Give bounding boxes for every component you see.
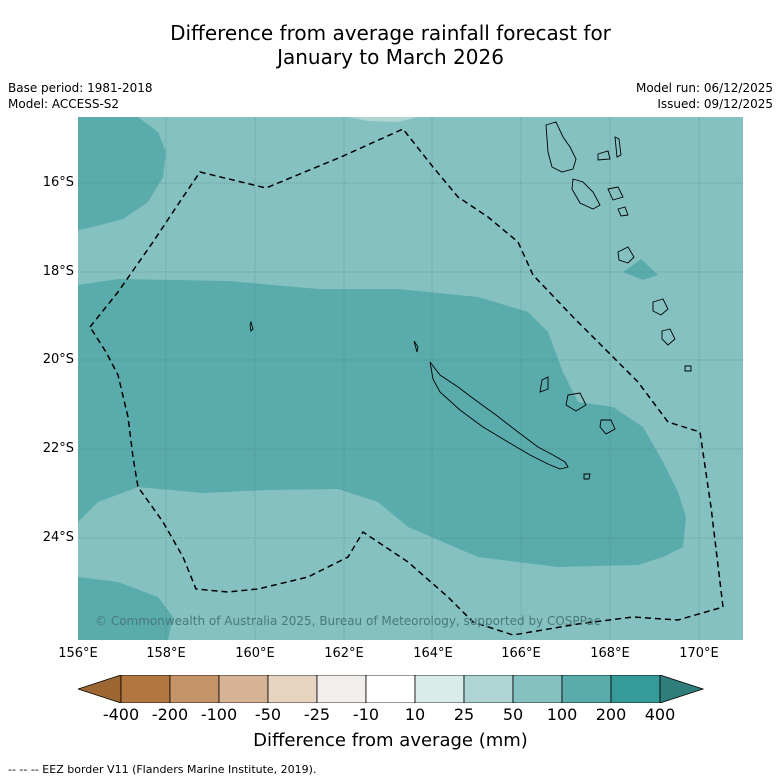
colorbar-segment — [169, 675, 220, 703]
eez-footnote: -- -- -- EEZ border V11 (Flanders Marine… — [8, 763, 317, 776]
eez-border — [89, 128, 724, 636]
copyright-notice: © Commonwealth of Australia 2025, Bureau… — [95, 614, 601, 628]
model-run: Model run: 06/12/2025 — [635, 81, 773, 95]
wet-region-southwest — [78, 577, 173, 640]
colorbar-segment — [267, 675, 318, 703]
efate — [617, 246, 635, 264]
model-name: Model: ACCESS-S2 — [8, 97, 120, 111]
mare-island — [599, 419, 616, 435]
lon-label-156: 156°E — [58, 646, 98, 661]
lat-label-22s: 22°S — [42, 441, 74, 456]
colorbar-label: 400 — [644, 705, 676, 724]
lon-label-164: 164°E — [413, 646, 453, 661]
colorbar-segment — [463, 675, 514, 703]
colorbar-extend-low — [78, 675, 122, 703]
lat-label-20s: 20°S — [42, 352, 74, 367]
lon-label-166: 166°E — [501, 646, 541, 661]
colorbar-segment — [414, 675, 465, 703]
colorbar-segment — [316, 675, 367, 703]
pentecost — [614, 136, 622, 158]
aneityum — [684, 365, 692, 372]
colorbar-segment — [610, 675, 661, 703]
ambrym — [607, 186, 624, 201]
colorbar-label: -400 — [102, 705, 140, 724]
malekula — [571, 178, 601, 210]
chesterfield-reef — [249, 320, 254, 332]
belep-islands — [413, 340, 419, 353]
colorbar-segment — [218, 675, 269, 703]
erromango — [652, 298, 669, 316]
colorbar-label: -100 — [200, 705, 238, 724]
lifou-island — [565, 392, 587, 412]
title-line-1: Difference from average rainfall forecas… — [170, 21, 611, 45]
colorbar-label: 100 — [546, 705, 578, 724]
colorbar-label: -50 — [254, 705, 282, 724]
colorbar-title: Difference from average (mm) — [253, 730, 528, 751]
colorbar-label: -200 — [151, 705, 189, 724]
colorbar-segment — [120, 675, 171, 703]
colorbar-label: -10 — [352, 705, 380, 724]
base-period: Base period: 1981-2018 — [8, 81, 153, 95]
lat-label-18s: 18°S — [42, 264, 74, 279]
ouvea-island — [539, 376, 549, 393]
rainfall-map — [78, 117, 743, 640]
colorbar-label: -25 — [303, 705, 331, 724]
graticule — [78, 117, 743, 640]
lon-label-158: 158°E — [146, 646, 186, 661]
colorbar-segment — [561, 675, 612, 703]
colorbar-extend-high — [659, 675, 705, 703]
colorbar-label: 50 — [502, 705, 524, 724]
ambae — [597, 150, 611, 161]
espiritu-santo — [545, 121, 577, 173]
title-line-2: January to March 2026 — [277, 45, 504, 69]
lon-label-170: 170°E — [679, 646, 719, 661]
colorbar-label: 200 — [595, 705, 627, 724]
wet-region-vanuatu — [623, 259, 658, 280]
colorbar-segment — [512, 675, 563, 703]
lon-label-162: 162°E — [324, 646, 364, 661]
isle-of-pines — [583, 473, 591, 480]
tanna — [661, 328, 676, 346]
colorbar-label: 10 — [404, 705, 426, 724]
lon-label-160: 160°E — [235, 646, 275, 661]
colorbar-segment — [365, 675, 416, 703]
lat-label-24s: 24°S — [42, 530, 74, 545]
new-caledonia-mainland — [429, 361, 569, 470]
lon-label-168: 168°E — [590, 646, 630, 661]
drier-patch-north — [348, 117, 418, 122]
colorbar-label: 25 — [453, 705, 475, 724]
colorbar — [78, 675, 705, 703]
wet-region-central — [78, 279, 686, 567]
lat-label-16s: 16°S — [42, 175, 74, 190]
epi — [617, 206, 629, 217]
wet-region-northwest — [78, 117, 166, 230]
issued-date: Issued: 09/12/2025 — [657, 97, 773, 111]
